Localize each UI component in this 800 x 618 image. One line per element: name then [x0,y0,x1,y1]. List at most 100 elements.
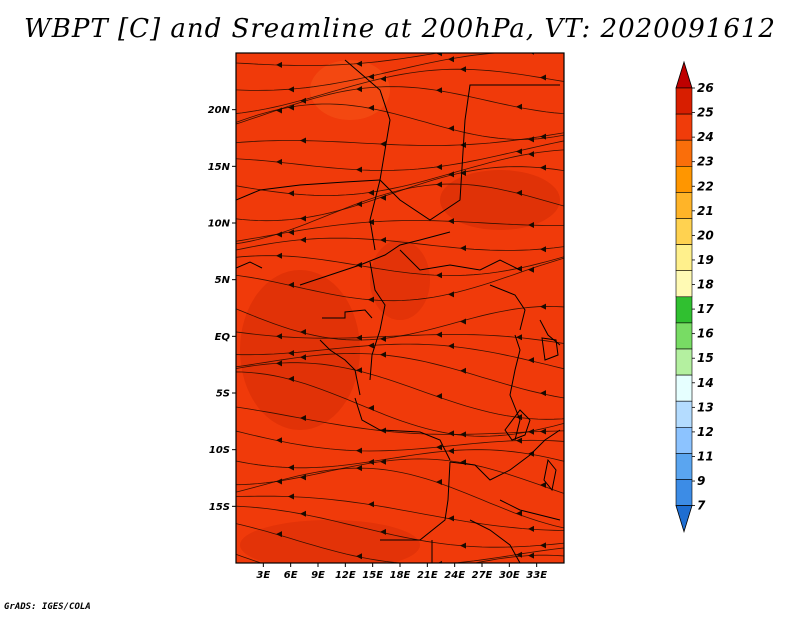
streamline-arrow [380,458,386,465]
colorbar-label: 17 [697,302,714,316]
streamline [236,103,564,140]
streamline-arrow [300,328,306,335]
streamline-arrow [436,331,442,338]
streamline [236,132,564,146]
streamline-arrow [276,360,282,367]
colorbar-label: 22 [697,179,714,193]
streamline-arrow [448,515,454,522]
streamline-arrow [436,181,442,188]
streamline-arrow [288,229,294,236]
lon-tick-label: 21E [417,570,438,581]
latitude-axis: 20N 15N 10N 5N EQ 5S 10S 15S [208,105,236,513]
colorbar-label: 18 [697,278,714,292]
colorbar-bin [675,479,693,506]
streamline [236,362,564,420]
border-line [489,284,526,331]
streamline-arrow [380,335,386,342]
streamline-arrow [288,493,294,500]
streamline-arrow [540,481,546,488]
streamline-arrow [276,531,282,538]
streamline-arrow [448,430,454,437]
streamline-arrow [356,86,362,93]
colorbar-bin [675,296,693,324]
streamline-arrow [448,171,454,178]
streamline-arrow [368,189,374,196]
streamline-arrow [380,236,386,243]
colorbar-label: 21 [697,204,714,218]
streamline-arrow [288,464,294,471]
colorbar: 26 25 24 23 22 21 20 19 18 17 16 15 14 13 12 11 9 7 [675,60,714,533]
streamline-arrow [448,342,454,349]
streamline-arrow [356,447,362,454]
map-area [235,52,565,564]
streamline-arrow [540,246,546,253]
streamline-arrow [528,266,534,273]
lat-tick-label: 10S [209,445,230,456]
streamline-arrow [436,87,442,94]
streamline-arrow [380,351,386,358]
border-line [380,461,451,541]
lon-tick-label: 6E [284,570,298,581]
streamline-arrow [368,219,374,226]
border-line [543,458,557,492]
streamline-arrow [356,465,362,472]
colorbar-bin [675,113,693,141]
streamline-arrow [288,104,294,111]
streamline-arrow [516,148,522,155]
streamline-arrow [380,528,386,535]
streamline-arrow [540,428,546,435]
colorbar-label: 7 [697,499,706,513]
border-line [319,339,361,396]
streamline-arrow [276,333,282,340]
streamline-arrow [540,133,546,140]
streamline [236,53,440,66]
streamline-arrow [460,431,466,438]
lon-tick-label: 24E [444,570,465,581]
streamline [236,149,564,196]
streamline-arrow [516,265,522,272]
streamline [236,458,564,494]
wbpt-patch-central [370,240,430,320]
colorbar-bin [675,166,693,193]
streamline-arrow [300,354,306,361]
streamline-arrow [300,137,306,144]
streamline-arrow [368,404,374,411]
colorbar-label: 25 [697,106,714,120]
border-line [541,337,559,361]
streamline-arrow [540,164,546,171]
streamline-arrow [300,474,306,481]
colorbar-label: 26 [697,81,714,95]
colorbar-bin [675,270,693,298]
colorbar-bin [675,453,693,480]
footer-credit: GrADS: IGES/COLA [4,602,91,612]
streamline-arrow [460,66,466,73]
lon-tick-label: 33E [526,570,547,581]
lat-tick-label: EQ [215,332,231,343]
border-line [369,261,386,381]
colorbar-label: 24 [697,130,714,144]
colorbar-bin [675,139,693,167]
streamline-arrow [460,367,466,374]
colorbar-bin [675,348,693,376]
streamline [236,220,564,242]
streamline-arrow [356,334,362,341]
colorbar-bottom-arrow [675,505,693,533]
colorbar-bin [675,374,693,402]
streamline-arrow [380,141,386,148]
streamline-arrow [276,252,282,259]
streamline [236,343,564,370]
streamline-arrow [300,236,306,243]
streamline-arrow [460,542,466,549]
border-line [399,249,521,271]
border-line [322,309,373,319]
streamline-arrow [288,86,294,93]
streamline-arrow [288,281,294,288]
streamline-arrow [516,510,522,517]
colorbar-label: 14 [697,376,714,390]
chart-title: WBPT [C] and Sreamline at 200hPa, VT: 20… [24,14,776,44]
streamline-arrow [460,318,466,325]
streamline-arrow [448,56,454,63]
streamline-arrow [448,291,454,298]
streamline [236,467,564,529]
streamline-arrow [356,60,362,67]
